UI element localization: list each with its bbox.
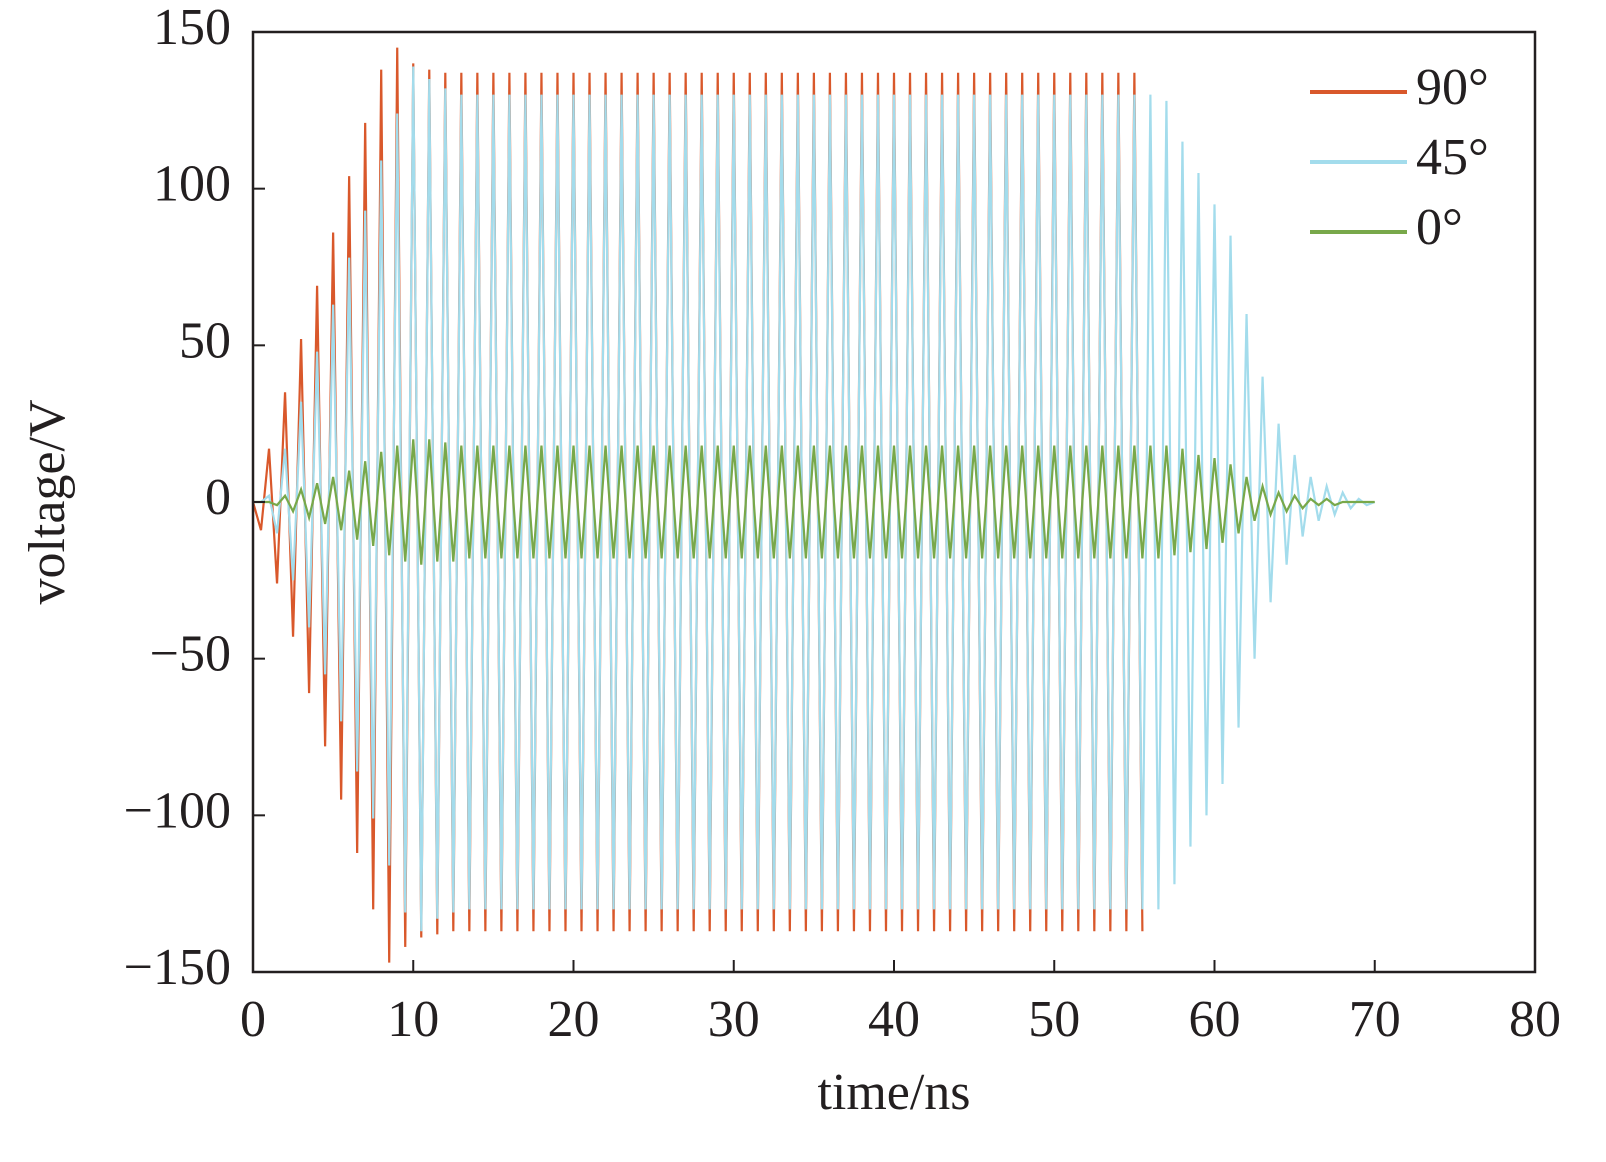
x-tick-label: 80 (1509, 991, 1561, 1048)
x-tick-label: 60 (1189, 991, 1241, 1048)
x-tick-label: 30 (708, 991, 760, 1048)
x-tick-label: 70 (1349, 991, 1401, 1048)
y-axis-label: voltage/V (19, 399, 76, 604)
legend-label: 90° (1416, 59, 1489, 116)
legend-label: 0° (1416, 199, 1463, 256)
x-tick-label: 40 (868, 991, 920, 1048)
x-tick-label: 0 (240, 991, 266, 1048)
data-line (253, 439, 1375, 565)
x-axis-label: time/ns (817, 1064, 970, 1121)
y-tick-label: −100 (124, 782, 231, 839)
y-tick-label: 50 (179, 312, 231, 369)
y-tick-label: 100 (153, 156, 231, 213)
data-line (253, 66, 1376, 932)
x-tick-label: 10 (387, 991, 439, 1048)
y-tick-label: −50 (150, 626, 231, 683)
x-tick-label: 20 (548, 991, 600, 1048)
legend-label: 45° (1416, 129, 1489, 186)
y-tick-label: 150 (153, 0, 231, 56)
y-tick-label: −150 (124, 939, 231, 996)
y-tick-label: 0 (205, 469, 231, 526)
x-tick-label: 50 (1028, 991, 1080, 1048)
